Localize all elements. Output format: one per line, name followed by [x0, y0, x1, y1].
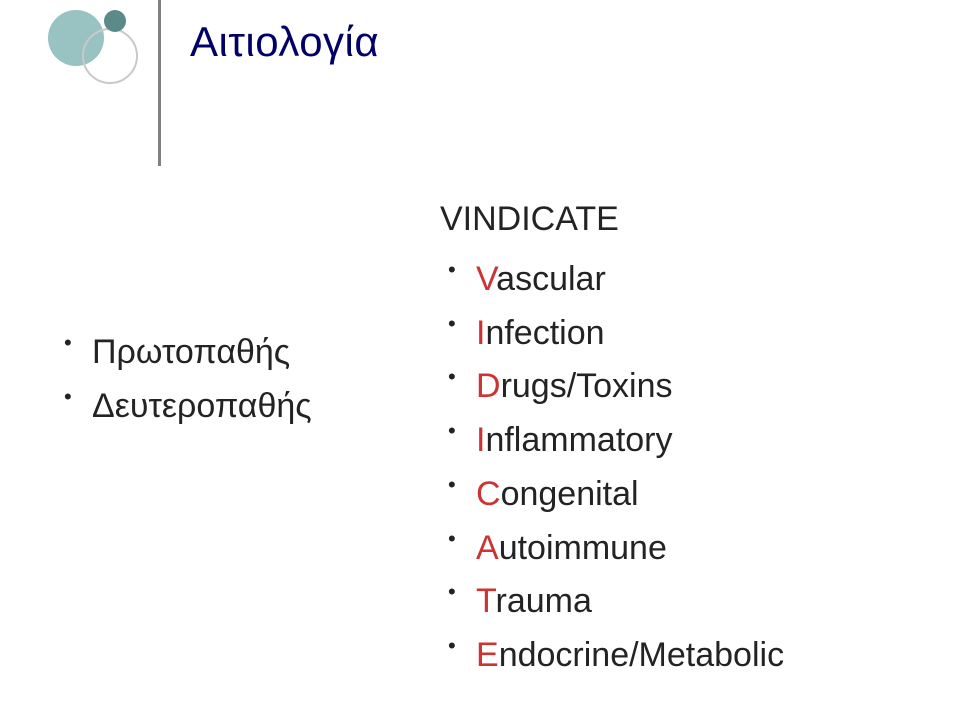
left-list: ΠρωτοπαθήςΔευτεροπαθής [56, 326, 416, 433]
highlight-first-letter: C [476, 475, 501, 513]
highlight-first-letter: V [476, 260, 496, 298]
list-item: Vascular [440, 253, 920, 307]
list-item: Endocrine/Metabolic [440, 629, 920, 683]
highlight-first-letter: I [476, 314, 485, 352]
list-item: Infection [440, 307, 920, 361]
decoration-circle-small [104, 10, 126, 32]
highlight-first-letter: E [476, 636, 499, 674]
list-item: Inflammatory [440, 414, 920, 468]
decoration-circle-outline [82, 28, 138, 84]
slide: Αιτιολογία ΠρωτοπαθήςΔευτεροπαθής VINDIC… [0, 0, 960, 717]
highlight-first-letter: T [476, 582, 496, 620]
list-item: Autoimmune [440, 522, 920, 576]
highlight-first-letter: I [476, 421, 485, 459]
left-column: ΠρωτοπαθήςΔευτεροπαθής [56, 326, 416, 433]
vertical-divider [158, 0, 161, 166]
right-column: VINDICATE VascularInfectionDrugs/ToxinsI… [440, 200, 920, 683]
right-heading: VINDICATE [440, 200, 920, 239]
list-item: Πρωτοπαθής [56, 326, 416, 380]
list-item: Trauma [440, 575, 920, 629]
highlight-first-letter: A [476, 529, 499, 567]
list-item: Congenital [440, 468, 920, 522]
list-item: Δευτεροπαθής [56, 380, 416, 434]
list-item: Drugs/Toxins [440, 360, 920, 414]
highlight-first-letter: D [476, 367, 501, 405]
slide-title: Αιτιολογία [190, 18, 379, 66]
right-list: VascularInfectionDrugs/ToxinsInflammator… [440, 253, 920, 683]
